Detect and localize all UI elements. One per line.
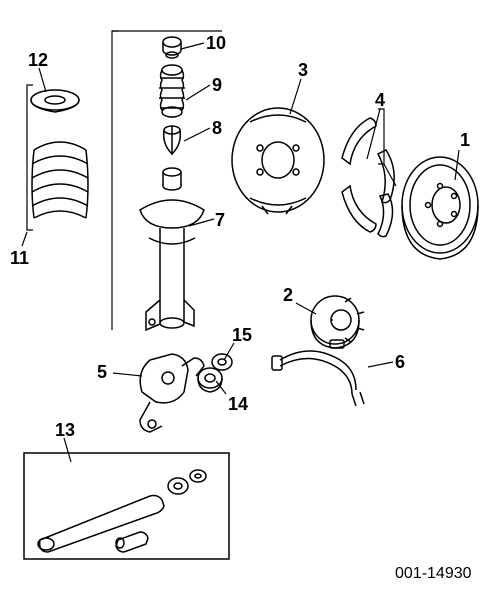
- callout-5: 5: [97, 362, 107, 383]
- coil-spring: [32, 142, 88, 218]
- strut-boot: [159, 65, 185, 117]
- brake-drum: [402, 157, 478, 259]
- callout-4: 4: [375, 90, 385, 111]
- callout-9: 9: [212, 75, 222, 96]
- callout-3: 3: [298, 60, 308, 81]
- spring-seat-upper: [31, 90, 79, 112]
- callout-7: 7: [215, 210, 225, 231]
- bushing-inner: [198, 368, 222, 392]
- callout-12: 12: [28, 50, 48, 71]
- callout-6: 6: [395, 352, 405, 373]
- callout-2: 2: [283, 285, 293, 306]
- callout-8: 8: [212, 118, 222, 139]
- trailing-arm-assy: [38, 470, 206, 552]
- callout-10: 10: [206, 33, 226, 54]
- backing-plate: [232, 108, 324, 214]
- upper-mount-nut: [163, 37, 181, 47]
- callout-15: 15: [232, 325, 252, 346]
- knuckle: [140, 354, 204, 432]
- brake-shoes: [342, 118, 394, 237]
- brake-hose: [272, 340, 364, 406]
- strut-assembly: [140, 168, 204, 330]
- figure-part-number: 001-14930: [395, 565, 472, 583]
- parts-diagram: [0, 0, 501, 600]
- bump-stop: [164, 126, 181, 155]
- callout-14: 14: [228, 394, 248, 415]
- callout-11: 11: [10, 248, 29, 269]
- bushing-outer: [212, 354, 232, 370]
- callout-13: 13: [55, 420, 75, 441]
- callout-1: 1: [460, 130, 470, 151]
